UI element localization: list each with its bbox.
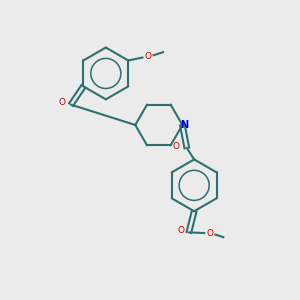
Text: O: O — [59, 98, 66, 107]
Text: O: O — [172, 142, 179, 151]
Text: O: O — [207, 229, 214, 238]
Text: N: N — [180, 120, 188, 130]
Text: O: O — [145, 52, 152, 61]
Text: O: O — [177, 226, 184, 236]
